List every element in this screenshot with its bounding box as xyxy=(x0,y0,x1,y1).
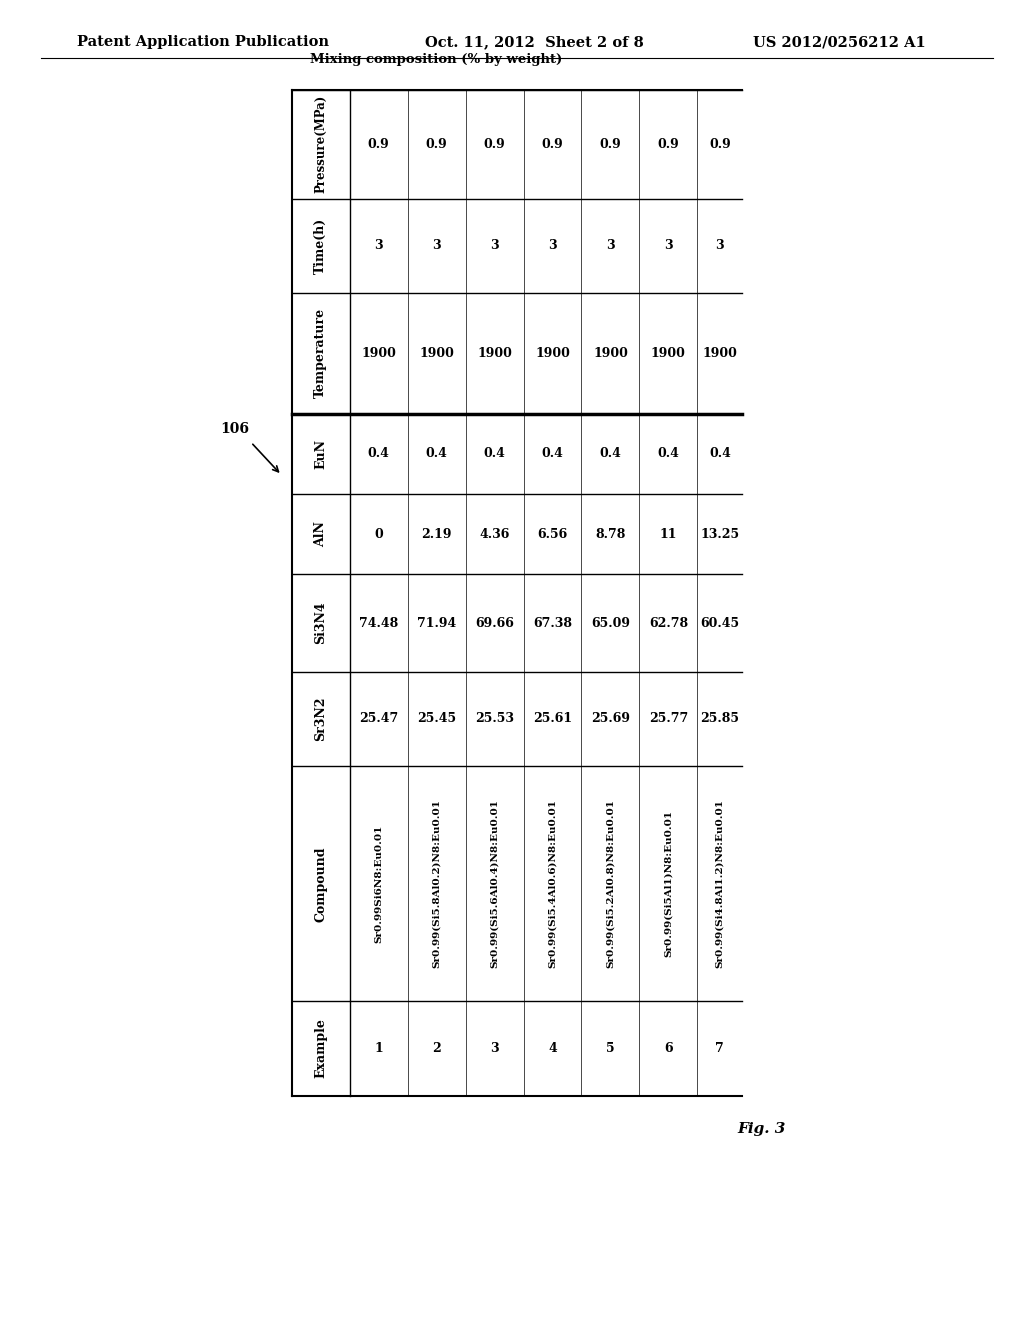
Text: Sr0.99(Si5.2Al0.8)N8:Eu0.01: Sr0.99(Si5.2Al0.8)N8:Eu0.01 xyxy=(606,799,615,969)
Text: Compound: Compound xyxy=(314,846,328,921)
Text: 8.78: 8.78 xyxy=(595,528,626,541)
Text: 3: 3 xyxy=(606,239,614,252)
Text: Fig. 3: Fig. 3 xyxy=(737,1122,785,1135)
Text: Sr0.99(Si5.6Al0.4)N8:Eu0.01: Sr0.99(Si5.6Al0.4)N8:Eu0.01 xyxy=(490,799,499,969)
Text: Temperature: Temperature xyxy=(314,308,328,399)
Text: 3: 3 xyxy=(548,239,557,252)
Text: Example: Example xyxy=(314,1019,328,1078)
Text: 3: 3 xyxy=(665,239,673,252)
Text: AlN: AlN xyxy=(314,521,328,546)
Text: 71.94: 71.94 xyxy=(417,616,457,630)
Text: 67.38: 67.38 xyxy=(534,616,572,630)
Text: 25.61: 25.61 xyxy=(532,713,572,726)
Text: US 2012/0256212 A1: US 2012/0256212 A1 xyxy=(753,36,926,49)
Text: 65.09: 65.09 xyxy=(591,616,630,630)
Text: 25.69: 25.69 xyxy=(591,713,630,726)
Text: Sr0.99(Si5Al1)N8:Eu0.01: Sr0.99(Si5Al1)N8:Eu0.01 xyxy=(664,810,673,957)
Text: 2: 2 xyxy=(432,1041,441,1055)
Text: 0.4: 0.4 xyxy=(657,447,679,461)
Text: 0.4: 0.4 xyxy=(599,447,622,461)
Text: 0.9: 0.9 xyxy=(709,137,731,150)
Text: 60.45: 60.45 xyxy=(700,616,739,630)
Text: 0: 0 xyxy=(375,528,383,541)
Text: Sr3N2: Sr3N2 xyxy=(314,697,328,742)
Text: 13.25: 13.25 xyxy=(700,528,739,541)
Text: Time(h): Time(h) xyxy=(314,218,328,275)
Text: Sr0.99(Si5.8Al0.2)N8:Eu0.01: Sr0.99(Si5.8Al0.2)N8:Eu0.01 xyxy=(432,799,441,969)
Text: 1900: 1900 xyxy=(702,347,737,360)
Text: 7: 7 xyxy=(716,1041,724,1055)
Text: Si3N4: Si3N4 xyxy=(314,602,328,644)
Text: 0.9: 0.9 xyxy=(368,137,389,150)
Text: 0.4: 0.4 xyxy=(709,447,731,461)
Text: 6.56: 6.56 xyxy=(538,528,567,541)
Text: 25.45: 25.45 xyxy=(417,713,457,726)
Text: 11: 11 xyxy=(659,528,677,541)
Text: 1: 1 xyxy=(375,1041,383,1055)
Text: 1900: 1900 xyxy=(477,347,512,360)
Text: 0.9: 0.9 xyxy=(657,137,679,150)
Text: 0.4: 0.4 xyxy=(426,447,447,461)
Text: Pressure(MPa): Pressure(MPa) xyxy=(314,95,328,194)
Text: 62.78: 62.78 xyxy=(649,616,688,630)
Text: 25.85: 25.85 xyxy=(700,713,739,726)
Text: 4.36: 4.36 xyxy=(479,528,510,541)
Text: 3: 3 xyxy=(490,239,499,252)
Text: 1900: 1900 xyxy=(593,347,628,360)
Text: 3: 3 xyxy=(716,239,724,252)
Text: 3: 3 xyxy=(375,239,383,252)
Text: 3: 3 xyxy=(432,239,441,252)
Text: 1900: 1900 xyxy=(361,347,396,360)
Text: Sr0.99(Si5.4Al0.6)N8:Eu0.01: Sr0.99(Si5.4Al0.6)N8:Eu0.01 xyxy=(548,799,557,969)
Text: 0.9: 0.9 xyxy=(483,137,506,150)
Text: 0.4: 0.4 xyxy=(483,447,506,461)
Text: 5: 5 xyxy=(606,1041,614,1055)
Text: Oct. 11, 2012  Sheet 2 of 8: Oct. 11, 2012 Sheet 2 of 8 xyxy=(425,36,644,49)
Text: 0.9: 0.9 xyxy=(542,137,563,150)
Text: Sr0.99Si6N8:Eu0.01: Sr0.99Si6N8:Eu0.01 xyxy=(374,825,383,942)
Text: Sr0.99(Si4.8Al1.2)N8:Eu0.01: Sr0.99(Si4.8Al1.2)N8:Eu0.01 xyxy=(716,799,724,969)
Text: 0.4: 0.4 xyxy=(542,447,563,461)
Text: 4: 4 xyxy=(548,1041,557,1055)
Text: 1900: 1900 xyxy=(536,347,570,360)
Text: 6: 6 xyxy=(665,1041,673,1055)
Text: 2.19: 2.19 xyxy=(422,528,452,541)
Text: Patent Application Publication: Patent Application Publication xyxy=(77,36,329,49)
Text: 3: 3 xyxy=(490,1041,499,1055)
Text: 0.4: 0.4 xyxy=(368,447,390,461)
Text: 74.48: 74.48 xyxy=(359,616,398,630)
Text: Mixing composition (% by weight): Mixing composition (% by weight) xyxy=(310,53,562,66)
Text: 0.9: 0.9 xyxy=(426,137,447,150)
Text: 1900: 1900 xyxy=(419,347,454,360)
Text: 1900: 1900 xyxy=(651,347,686,360)
Text: 0.9: 0.9 xyxy=(600,137,622,150)
Text: 69.66: 69.66 xyxy=(475,616,514,630)
Text: 106: 106 xyxy=(220,422,249,436)
Text: 25.77: 25.77 xyxy=(649,713,688,726)
Text: 25.53: 25.53 xyxy=(475,713,514,726)
Text: 25.47: 25.47 xyxy=(359,713,398,726)
Text: EuN: EuN xyxy=(314,438,328,469)
